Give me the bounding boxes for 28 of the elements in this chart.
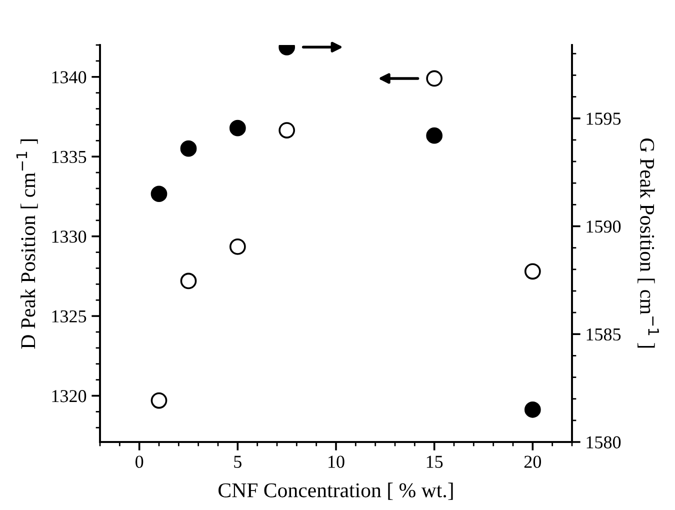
y-tick-label: 1320 — [52, 390, 86, 402]
y-tick-label: 1340 — [52, 71, 86, 84]
y2-tick-label: 1580 — [586, 436, 621, 448]
y2-tick-label: 1585 — [586, 328, 621, 341]
point — [180, 272, 197, 290]
point — [180, 140, 197, 157]
point — [150, 392, 168, 409]
y-tick-label: 1330 — [52, 230, 86, 243]
y2-tick-label: 1595 — [586, 112, 621, 125]
x-tick-label: 20 — [524, 456, 542, 468]
point — [229, 120, 246, 136]
y2-tick-label: 1590 — [586, 220, 621, 233]
point — [278, 122, 296, 138]
x-tick-label: 15 — [426, 456, 443, 468]
x-tick-label: 5 — [234, 456, 242, 468]
y2-axis-title: G Peak Position [ cm$^{−1}$ ] — [638, 138, 659, 348]
y-tick-label: 1325 — [52, 310, 86, 322]
point — [524, 401, 541, 418]
point — [229, 238, 246, 255]
y-axis-title: D Peak Position [ cm$^{−1}$ ] — [16, 139, 38, 349]
x-tick-label: 0 — [136, 456, 144, 468]
x-axis-title: CNF Concentration [ % wt.] — [218, 482, 453, 500]
x-tick-label: 10 — [328, 456, 344, 468]
point — [524, 263, 541, 280]
point — [426, 127, 443, 144]
y-tick-label: 1335 — [52, 150, 86, 164]
point — [150, 186, 168, 202]
point — [426, 70, 443, 87]
